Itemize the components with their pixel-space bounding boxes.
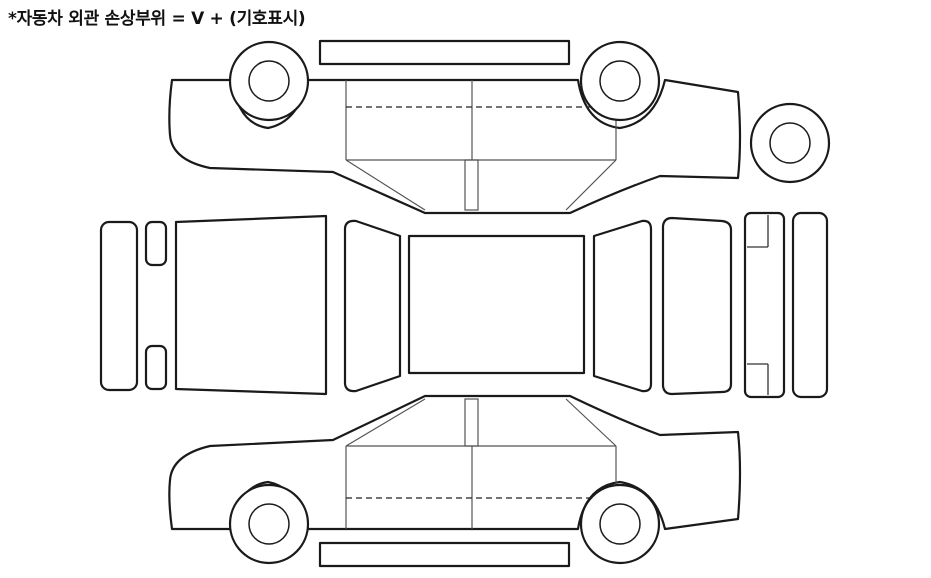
rear-bumper[interactable] — [791, 211, 829, 399]
bottom-side-view — [168, 394, 742, 568]
diagram-title: *자동차 외관 손상부위 = V + (기호표시) — [8, 9, 306, 29]
spare-wheel-hub — [769, 122, 811, 164]
top-side-view — [168, 39, 742, 215]
plan-view-row — [99, 211, 829, 399]
roof[interactable] — [407, 234, 586, 375]
rear-window[interactable] — [592, 219, 653, 393]
windshield[interactable] — [343, 219, 402, 393]
hood[interactable] — [174, 214, 328, 396]
bottom-left-hub — [248, 503, 290, 545]
right-headlight[interactable] — [144, 344, 168, 391]
rear-panel[interactable] — [743, 211, 786, 399]
top-roof-strip[interactable] — [318, 39, 571, 66]
bottom-right-hub — [599, 503, 641, 545]
top-right-hub — [599, 60, 641, 102]
bottom-sill-strip[interactable] — [318, 541, 571, 568]
trunk-lid[interactable] — [661, 216, 733, 396]
top-left-hub — [248, 60, 290, 102]
left-headlight[interactable] — [144, 220, 168, 267]
front-bumper[interactable] — [99, 220, 139, 392]
